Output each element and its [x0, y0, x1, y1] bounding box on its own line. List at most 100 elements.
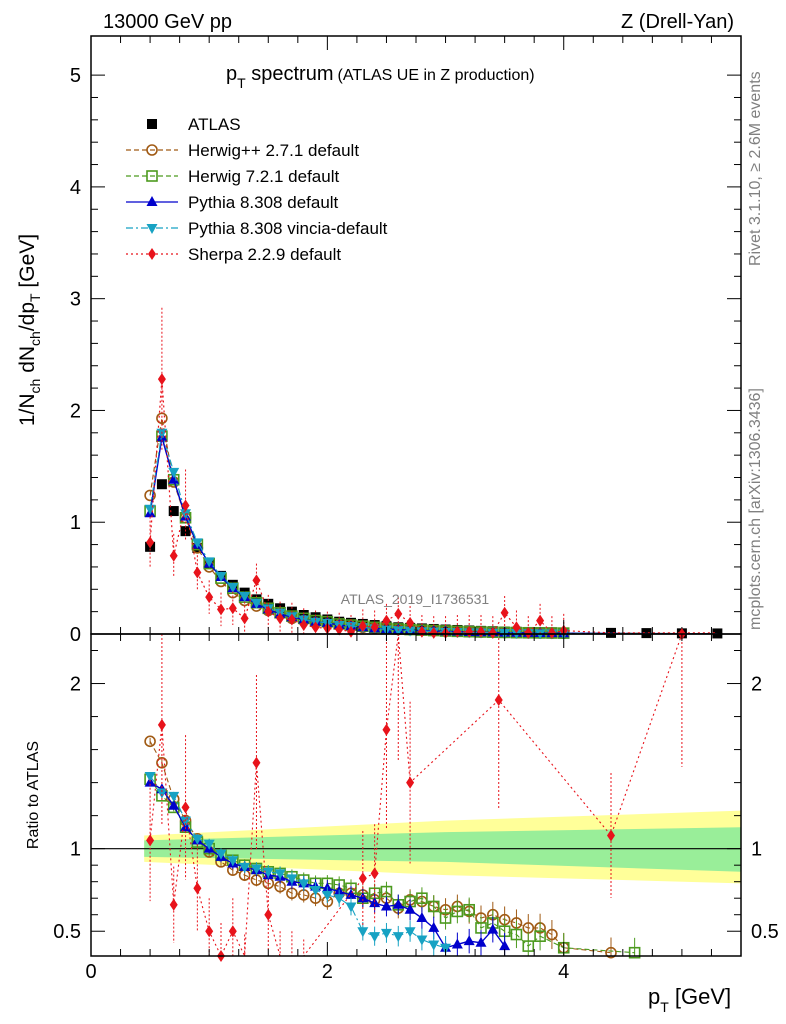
ratio-point-3-24	[428, 940, 440, 951]
ratio-point-3-8	[239, 862, 251, 873]
ratio-point-3-7	[227, 856, 239, 867]
legend-label-4: Pythia 8.308 vincia-default	[188, 219, 388, 238]
ratio-point-4-9	[252, 756, 261, 769]
main-plot-area: 0 1 2 3 4 5	[70, 35, 742, 646]
legend-label-0: ATLAS	[188, 115, 241, 134]
ratio-point-3-20	[380, 928, 392, 939]
ratio-point-1-31	[510, 928, 523, 941]
main-point-5-9	[252, 574, 261, 587]
ratio-point-4-5	[205, 925, 214, 938]
plot-title-sub: T	[237, 75, 246, 91]
ratio-point-2-2	[168, 799, 180, 810]
main-point-5-34	[547, 626, 556, 639]
ratio-ytick-label: 1	[70, 839, 81, 861]
main-point-4-5	[203, 557, 215, 568]
ratio-point-2-21	[392, 898, 404, 909]
ratio-point-3-22	[404, 927, 416, 938]
ratio-point-4-16	[382, 723, 391, 736]
legend-marker-1	[146, 144, 158, 156]
main-point-5-21	[394, 607, 403, 620]
main-ytick-label: 0	[70, 624, 81, 646]
main-point-5-11	[276, 612, 285, 625]
ratio-point-2-28	[475, 936, 487, 947]
ratio-point-2-17	[345, 888, 357, 899]
ratio-point-2-24	[428, 921, 440, 932]
main-point-5-20	[382, 614, 391, 627]
legend-label-3: Pythia 8.308 default	[188, 193, 339, 212]
legend-label-2: Herwig 7.2.1 default	[188, 167, 339, 186]
main-point-3-2	[168, 473, 180, 484]
ratio-point-1-33	[534, 930, 546, 942]
main-point-4-6	[215, 571, 227, 582]
ratio-point-2-27	[463, 935, 475, 946]
main-point-5-1	[157, 373, 166, 386]
plot-title-p: p	[226, 63, 237, 85]
ratio-point-3-3	[180, 816, 192, 827]
ratio-series-line-1	[149, 778, 635, 954]
ratio-point-4-10	[264, 908, 273, 921]
main-point-5-33	[536, 614, 545, 627]
ratio-point-3-1	[156, 788, 168, 799]
ratio-point-3-17	[345, 902, 357, 913]
ratio-point-2-26	[451, 938, 463, 949]
ratio-ytick-label: 2	[70, 674, 81, 696]
ratio-point-3-5	[203, 839, 215, 850]
main-point-5-13	[299, 619, 308, 632]
main-point-5-19	[370, 621, 379, 634]
ratio-point-1-35	[628, 946, 641, 959]
ratio-point-4-15	[370, 867, 379, 880]
ratio-xtick-label: 4	[558, 961, 569, 983]
ratio-point-1-24	[427, 900, 440, 913]
main-ytick-label: 5	[70, 65, 81, 87]
plot-title: pT spectrum (ATLAS UE in Z production)	[226, 63, 535, 91]
analysis-watermark: ATLAS_2019_I1736531	[341, 591, 490, 607]
ratio-point-3-19	[369, 932, 381, 943]
legend-label-1: Herwig++ 2.7.1 default	[188, 141, 359, 160]
ratio-point-4-1	[157, 718, 166, 731]
mcplots-label: mcplots.cern.ch [arXiv:1306.3436]	[747, 388, 764, 630]
ratio-point-0-34	[546, 928, 558, 941]
legend: ATLAS Herwig++ 2.7.1 default Herwig 7.2.1 …	[126, 115, 388, 264]
ratio-point-0-36	[605, 946, 617, 959]
ratio-frame	[90, 633, 742, 957]
main-point-4-1	[156, 428, 168, 439]
main-point-5-30	[500, 606, 509, 619]
main-point-4-8	[239, 591, 251, 602]
ratio-point-4-3	[181, 801, 190, 814]
main-ytick-label: 4	[70, 177, 81, 199]
main-point-5-7	[228, 602, 237, 615]
main-point-5-31	[512, 621, 521, 634]
ratio-plot-area: 0 2 4 0.5 0.5 1 1 2 2	[53, 628, 779, 983]
main-point-1-0	[144, 489, 156, 502]
ratio-xtick-label: 2	[322, 961, 333, 983]
ratio-point-2-20	[380, 900, 392, 911]
main-point-5-0	[146, 536, 155, 549]
main-point-4-7	[227, 583, 239, 594]
ratio-xtick-label: 0	[85, 961, 96, 983]
main-point-5-10	[264, 605, 273, 618]
ratio-point-4-0	[146, 834, 155, 847]
main-point-5-3	[181, 499, 190, 512]
ratio-point-3-13	[298, 879, 310, 890]
main-point-5-12	[287, 613, 296, 626]
ratio-point-3-10	[262, 867, 274, 878]
main-ylabel: 1/Nch dNch/dpT [GeV]	[16, 234, 43, 426]
main-point-5-6	[217, 603, 225, 616]
main-ytick-label: 1	[70, 512, 81, 534]
main-point-5-32	[524, 626, 533, 639]
ratio-point-2-30	[499, 940, 511, 951]
main-point-5-26	[453, 625, 462, 638]
legend-marker-2	[146, 170, 158, 182]
main-point-5-16	[335, 623, 344, 636]
main-point-4-21	[392, 626, 404, 637]
ratio-point-3-25	[440, 943, 452, 954]
main-point-4-0	[144, 504, 156, 515]
main-point-5-22	[406, 616, 415, 629]
ratio-point-2-22	[404, 903, 416, 914]
ratio-point-3-11	[274, 869, 286, 880]
main-point-5-5	[205, 591, 214, 604]
main-point-5-17	[347, 625, 355, 638]
ratio-point-3-21	[392, 932, 404, 943]
ratio-point-4-18	[406, 776, 415, 789]
